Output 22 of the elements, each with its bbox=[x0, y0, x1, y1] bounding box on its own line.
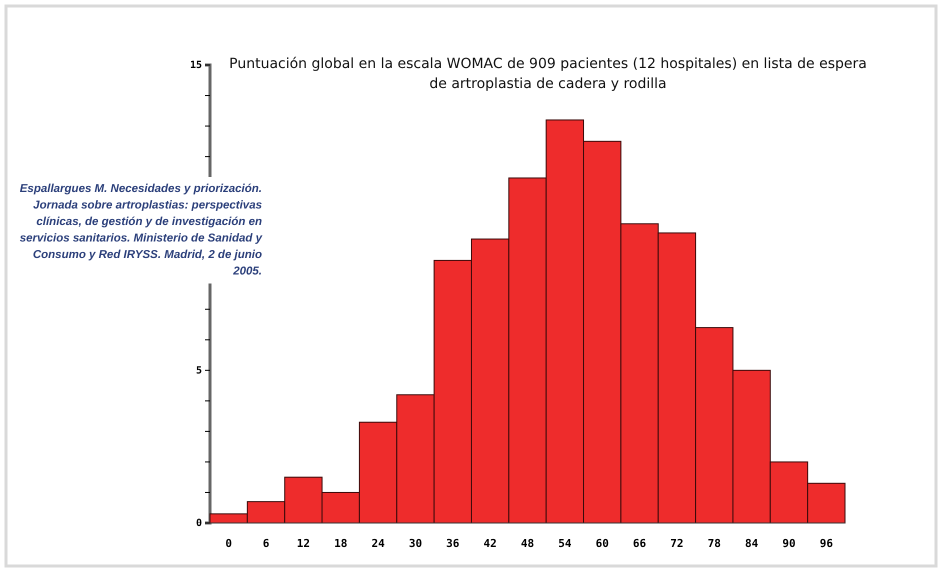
x-tick-label: 84 bbox=[744, 536, 759, 550]
x-tick-label: 60 bbox=[596, 536, 609, 550]
x-tick-label: 24 bbox=[371, 536, 386, 550]
y-tick-label: 5 bbox=[196, 366, 202, 377]
x-tick-label: 90 bbox=[782, 536, 796, 550]
chart-title: Puntuación global en la escala WOMAC de 909 pacientes (12 hospitales) en lista de espera de artroplastia de cadera y rodilla bbox=[229, 56, 867, 92]
x-tick-label: 6 bbox=[262, 536, 270, 550]
x-tick-label: 78 bbox=[708, 536, 721, 550]
x-tick-label: 0 bbox=[225, 536, 232, 550]
annotation: Espallargues M. Necesidades y priorización. Jornada sobre artroplastias: perspectivas clínicas, de gestión y de investigación en servicios sanitarios. Ministerio de Sanidad y Consumo y Red IRYSS. Madrid, 2 de junio 2005. bbox=[20, 183, 263, 278]
y-tick-label: 15 bbox=[190, 60, 202, 72]
x-tick-label: 66 bbox=[632, 536, 647, 550]
x-tick-label: 18 bbox=[334, 536, 348, 550]
x-tick-label: 54 bbox=[558, 536, 572, 550]
x-tick-label: 12 bbox=[296, 536, 310, 550]
x-tick-label: 42 bbox=[484, 536, 497, 550]
x-tick-label: 72 bbox=[670, 536, 684, 550]
x-tick-label: 30 bbox=[408, 536, 422, 550]
x-tick-label: 36 bbox=[446, 536, 460, 550]
x-tick-label: 96 bbox=[820, 536, 834, 550]
y-tick-label: 0 bbox=[196, 518, 202, 530]
x-tick-label: 48 bbox=[520, 536, 534, 550]
